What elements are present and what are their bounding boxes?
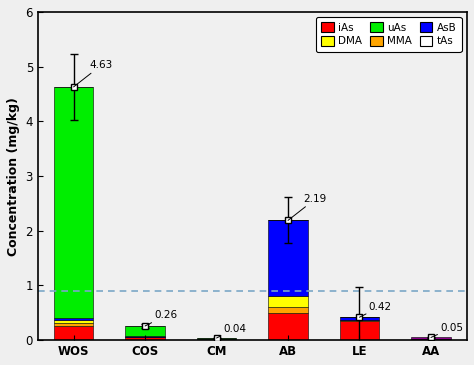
Bar xyxy=(268,307,308,313)
Bar xyxy=(126,338,165,340)
Bar xyxy=(54,326,93,340)
Bar xyxy=(54,318,93,320)
Bar xyxy=(197,338,236,339)
Bar xyxy=(411,338,451,339)
Bar xyxy=(268,313,308,340)
Bar xyxy=(340,320,379,321)
Bar xyxy=(197,339,236,340)
Y-axis label: Concentration (mg/kg): Concentration (mg/kg) xyxy=(7,97,20,256)
Legend: iAs, DMA, uAs, MMA, AsB, tAs: iAs, DMA, uAs, MMA, AsB, tAs xyxy=(316,17,462,52)
Bar xyxy=(54,323,93,326)
Text: 0.26: 0.26 xyxy=(145,311,177,326)
Text: 0.42: 0.42 xyxy=(359,302,392,317)
Bar xyxy=(54,320,93,323)
Bar xyxy=(340,321,379,340)
Text: 0.04: 0.04 xyxy=(217,324,246,338)
Bar xyxy=(268,296,308,307)
Bar xyxy=(54,87,93,318)
Bar xyxy=(126,326,165,337)
Text: 0.05: 0.05 xyxy=(431,323,463,338)
Bar xyxy=(126,337,165,338)
Bar xyxy=(340,317,379,320)
Bar xyxy=(268,220,308,296)
Text: 2.19: 2.19 xyxy=(288,194,327,220)
Text: 4.63: 4.63 xyxy=(73,61,112,87)
